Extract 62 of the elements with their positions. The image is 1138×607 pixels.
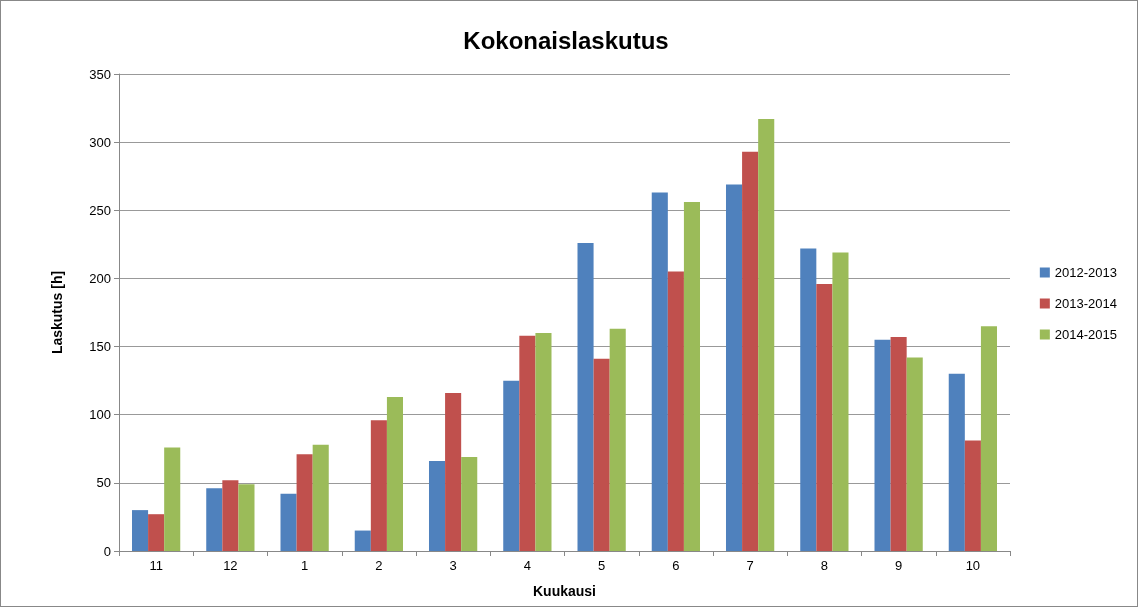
bar [164, 447, 181, 551]
bar [667, 271, 684, 551]
bar [370, 420, 387, 551]
bar [428, 461, 446, 551]
y-tick-label: 250 [89, 202, 111, 218]
bar [386, 397, 404, 551]
bar [593, 358, 610, 551]
bar [222, 480, 239, 551]
x-tick-label: 10 [965, 558, 981, 573]
y-tick-label: 300 [89, 134, 111, 150]
y-tick-label: 0 [103, 543, 111, 559]
bar [148, 514, 165, 551]
bar [206, 488, 223, 551]
x-tick-label: 2 [375, 558, 383, 573]
legend-label: 2013-2014 [1054, 296, 1117, 311]
bar [461, 456, 478, 551]
x-tick-label: 9 [895, 558, 903, 573]
bar [651, 192, 668, 551]
bar [800, 248, 817, 551]
bar [890, 337, 907, 551]
bar [577, 242, 594, 551]
x-tick-label: 8 [820, 558, 828, 573]
bar [519, 335, 536, 551]
x-tick-label: 11 [149, 558, 163, 573]
bar [238, 484, 255, 551]
bar [503, 380, 520, 551]
bar [445, 392, 462, 551]
chart-title: Kokonaislaskutus [463, 26, 669, 54]
bar [683, 202, 701, 551]
x-tick-label: 4 [523, 558, 531, 573]
y-tick-label: 150 [89, 339, 111, 355]
bar [354, 530, 371, 551]
y-tick-label: 50 [96, 475, 111, 491]
bar [906, 357, 923, 551]
bar [296, 454, 313, 551]
x-tick-label: 12 [223, 558, 238, 573]
y-axis-title: Laskutus [h] [49, 270, 65, 355]
x-tick-label: 1 [301, 558, 309, 573]
bar [980, 326, 998, 551]
bar [964, 440, 981, 551]
bar [758, 118, 775, 551]
bar [280, 493, 297, 551]
bar [832, 252, 849, 551]
bar [742, 151, 759, 551]
x-tick-label: 7 [746, 558, 754, 573]
x-axis-title: Kuukausi [532, 583, 597, 599]
y-tick-label: 100 [89, 407, 111, 423]
legend-label: 2014-2015 [1054, 327, 1117, 342]
bar [725, 184, 743, 551]
legend-label: 2012-2013 [1054, 265, 1117, 280]
x-tick-label: 5 [598, 558, 606, 573]
bar [131, 510, 149, 551]
x-tick-label: 3 [449, 558, 457, 573]
y-tick-label: 350 [89, 66, 111, 82]
bar [312, 444, 329, 551]
bar [948, 373, 965, 551]
bar [874, 339, 891, 551]
bar [535, 332, 552, 551]
x-tick-label: 6 [672, 558, 680, 573]
bar [816, 283, 833, 551]
y-tick-label: 200 [89, 270, 111, 286]
bar [609, 328, 626, 551]
